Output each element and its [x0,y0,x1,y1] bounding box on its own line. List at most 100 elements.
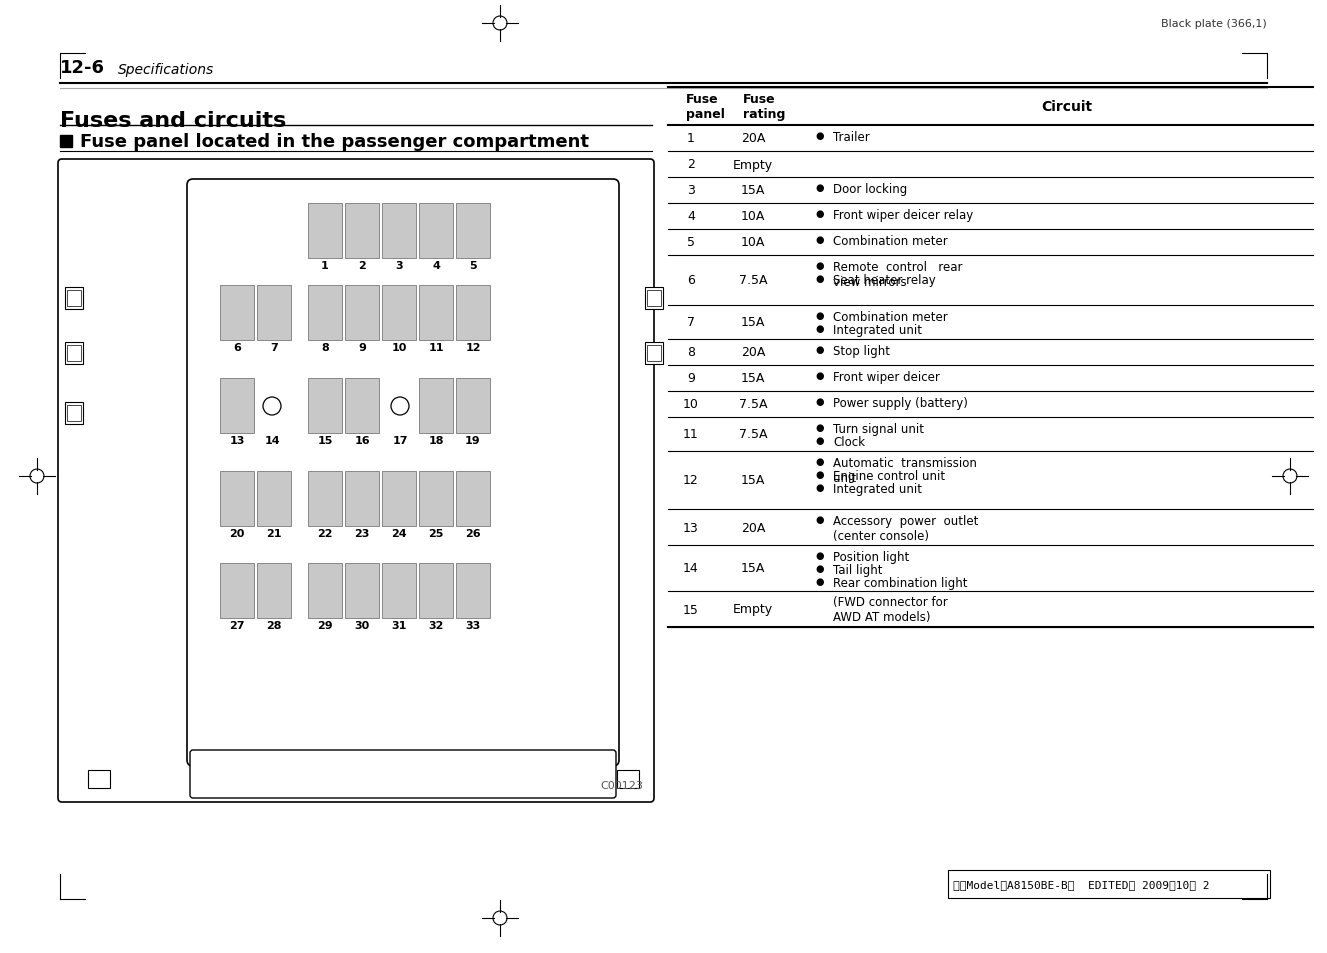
Bar [257,563,291,618]
Bar [345,563,380,618]
Text: Fuse
rating: Fuse rating [743,92,786,121]
Text: 15: 15 [683,603,699,616]
Text: ●: ● [816,131,824,141]
Text: 32: 32 [429,620,443,630]
Text: ●: ● [816,482,824,493]
Text: 10A: 10A [740,211,766,223]
Text: ●: ● [816,371,824,380]
Text: 11: 11 [683,428,699,441]
Text: 2: 2 [687,158,695,172]
Text: 7.5A: 7.5A [739,398,767,411]
Bar [88,770,110,788]
Text: Empty: Empty [733,158,774,172]
Text: 12: 12 [466,343,480,353]
Text: 4: 4 [687,211,695,223]
Text: 33: 33 [466,620,480,630]
Text: 7.5A: 7.5A [739,274,767,287]
Text: 20A: 20A [740,132,766,146]
Bar [419,286,453,340]
Text: 6: 6 [687,274,695,287]
Text: 29: 29 [317,620,333,630]
Text: Circuit: Circuit [1040,100,1092,113]
Circle shape [263,397,281,416]
Text: ●: ● [816,345,824,355]
Bar [220,378,253,434]
Text: C00123: C00123 [600,781,644,790]
Bar [456,286,490,340]
Bar [382,286,415,340]
Text: Fuses and circuits: Fuses and circuits [60,111,287,131]
Bar [257,472,291,526]
Text: 10: 10 [683,398,699,411]
Text: 15A: 15A [740,372,766,385]
Bar [345,204,380,258]
Bar [308,563,342,618]
Bar [382,563,415,618]
Text: Stop light: Stop light [833,345,890,357]
Text: Door locking: Door locking [833,183,908,195]
Text: 15A: 15A [740,184,766,197]
Bar [645,343,664,365]
Text: 14: 14 [683,562,699,575]
Text: Seat heater relay: Seat heater relay [833,274,936,287]
Text: ●: ● [816,396,824,407]
Text: 14: 14 [264,436,280,446]
Text: 北米ModelａA8150BE-BＢ  EDITED： 2009／10／ 2: 北米ModelａA8150BE-BＢ EDITED： 2009／10／ 2 [953,879,1209,889]
Text: ●: ● [816,551,824,560]
Text: Clock: Clock [833,436,865,449]
Bar [65,402,84,424]
Text: Front wiper deicer relay: Front wiper deicer relay [833,209,973,222]
Text: Turn signal unit: Turn signal unit [833,422,924,436]
Bar [456,204,490,258]
FancyBboxPatch shape [187,180,618,766]
Text: 8: 8 [687,346,695,359]
Text: 2: 2 [358,261,366,271]
Bar [308,286,342,340]
Text: Remote  control   rear
view mirrors: Remote control rear view mirrors [833,261,962,289]
Text: ●: ● [816,183,824,193]
Text: 16: 16 [354,436,370,446]
Text: 28: 28 [267,620,281,630]
Bar [947,870,1270,898]
Text: 20A: 20A [740,346,766,359]
Bar [419,563,453,618]
Text: 15A: 15A [740,316,766,329]
Text: 27: 27 [230,620,244,630]
Text: 24: 24 [391,529,407,538]
Text: 20A: 20A [740,521,766,534]
Text: ●: ● [816,274,824,284]
Text: 15A: 15A [740,474,766,487]
Text: Integrated unit: Integrated unit [833,482,922,496]
Text: Front wiper deicer: Front wiper deicer [833,371,940,384]
Text: 10A: 10A [740,236,766,250]
Text: 25: 25 [429,529,443,538]
Bar [65,288,84,310]
Bar [382,204,415,258]
Text: 23: 23 [354,529,370,538]
Bar [382,472,415,526]
Text: ●: ● [816,422,824,433]
Text: Combination meter: Combination meter [833,311,947,324]
Bar [419,378,453,434]
Text: 22: 22 [317,529,333,538]
Text: Specifications: Specifications [118,63,214,77]
Bar [419,472,453,526]
Text: Black plate (366,1): Black plate (366,1) [1161,19,1267,29]
Text: 18: 18 [429,436,443,446]
Bar [645,288,664,310]
Text: 19: 19 [466,436,480,446]
Text: 9: 9 [358,343,366,353]
FancyBboxPatch shape [58,160,654,802]
Text: 9: 9 [687,372,695,385]
Bar [345,472,380,526]
Text: 3: 3 [687,184,695,197]
Text: 31: 31 [391,620,406,630]
Text: 7.5A: 7.5A [739,428,767,441]
Text: Tail light: Tail light [833,563,882,577]
Text: Automatic  transmission
unit: Automatic transmission unit [833,456,977,484]
Text: ●: ● [816,234,824,245]
Text: 26: 26 [466,529,480,538]
Text: 8: 8 [321,343,329,353]
Text: ●: ● [816,470,824,479]
Text: Combination meter: Combination meter [833,234,947,248]
